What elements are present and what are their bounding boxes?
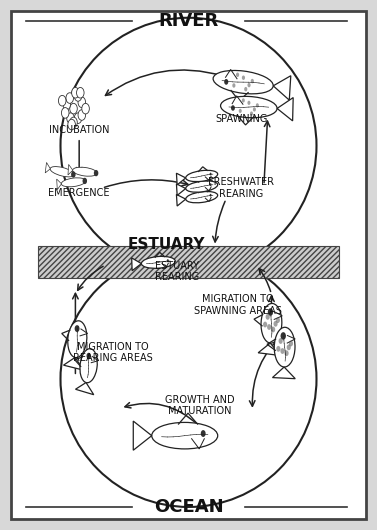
Circle shape	[94, 170, 98, 176]
Polygon shape	[63, 357, 84, 370]
Ellipse shape	[186, 191, 218, 203]
Circle shape	[266, 314, 270, 320]
Circle shape	[78, 110, 86, 120]
Circle shape	[247, 101, 250, 105]
Polygon shape	[273, 367, 295, 379]
Ellipse shape	[221, 96, 277, 118]
Circle shape	[210, 183, 211, 186]
Text: EMERGENCE: EMERGENCE	[48, 189, 110, 198]
Circle shape	[201, 430, 206, 437]
Circle shape	[280, 348, 285, 354]
Text: MIGRATION TO
SPAWNING AREAS: MIGRATION TO SPAWNING AREAS	[193, 294, 282, 315]
Polygon shape	[132, 258, 141, 271]
Circle shape	[239, 109, 242, 113]
Circle shape	[210, 173, 211, 175]
Circle shape	[74, 91, 82, 101]
Circle shape	[242, 98, 245, 102]
Ellipse shape	[141, 257, 175, 268]
Text: FRESHWATER
REARING: FRESHWATER REARING	[208, 178, 274, 199]
Polygon shape	[45, 163, 50, 173]
Circle shape	[287, 344, 291, 350]
Ellipse shape	[80, 349, 97, 383]
Circle shape	[78, 97, 86, 108]
Polygon shape	[176, 173, 186, 185]
Polygon shape	[176, 184, 186, 196]
Circle shape	[263, 322, 267, 328]
Circle shape	[74, 113, 82, 123]
Polygon shape	[176, 195, 186, 206]
Circle shape	[253, 108, 256, 112]
Ellipse shape	[213, 70, 273, 94]
Circle shape	[58, 95, 66, 106]
Ellipse shape	[274, 328, 295, 367]
Polygon shape	[258, 343, 281, 356]
Circle shape	[70, 103, 77, 114]
Circle shape	[285, 350, 289, 356]
Circle shape	[224, 79, 228, 85]
Circle shape	[280, 332, 286, 340]
Circle shape	[279, 338, 283, 344]
Circle shape	[86, 353, 91, 359]
Circle shape	[70, 117, 77, 128]
Text: MIGRATION TO
REARING AREAS: MIGRATION TO REARING AREAS	[73, 342, 153, 363]
Circle shape	[71, 171, 76, 178]
Circle shape	[232, 83, 236, 87]
Ellipse shape	[152, 422, 218, 449]
Circle shape	[267, 324, 271, 330]
Circle shape	[271, 326, 275, 332]
Text: SPAWNING: SPAWNING	[215, 114, 267, 124]
Circle shape	[66, 93, 74, 103]
Circle shape	[63, 99, 70, 110]
Circle shape	[67, 113, 74, 123]
FancyBboxPatch shape	[11, 11, 366, 519]
Polygon shape	[57, 179, 61, 190]
Ellipse shape	[68, 321, 87, 358]
Ellipse shape	[50, 166, 74, 177]
Text: INCUBATION: INCUBATION	[49, 125, 109, 135]
Ellipse shape	[261, 304, 282, 343]
Polygon shape	[273, 76, 291, 100]
Circle shape	[289, 341, 293, 347]
Text: GROWTH AND
MATURATION: GROWTH AND MATURATION	[165, 395, 234, 416]
Circle shape	[167, 259, 169, 262]
Circle shape	[273, 321, 277, 326]
Circle shape	[251, 79, 254, 83]
Polygon shape	[133, 421, 152, 450]
Circle shape	[247, 83, 251, 87]
Circle shape	[68, 119, 75, 130]
Ellipse shape	[73, 167, 97, 176]
Bar	[38, 246, 339, 278]
Circle shape	[268, 308, 273, 316]
Polygon shape	[68, 164, 73, 175]
Circle shape	[231, 105, 235, 111]
Circle shape	[242, 75, 245, 80]
Circle shape	[256, 103, 259, 108]
Circle shape	[210, 194, 211, 197]
Circle shape	[61, 108, 69, 118]
Ellipse shape	[61, 178, 86, 187]
Text: OCEAN: OCEAN	[154, 498, 223, 516]
Circle shape	[236, 73, 239, 77]
Ellipse shape	[186, 181, 218, 192]
Polygon shape	[277, 98, 293, 121]
Circle shape	[82, 103, 89, 114]
Circle shape	[276, 317, 280, 323]
Text: RIVER: RIVER	[158, 12, 219, 30]
Circle shape	[77, 87, 84, 98]
Circle shape	[83, 178, 87, 184]
Circle shape	[276, 346, 280, 352]
Circle shape	[72, 87, 79, 98]
Ellipse shape	[186, 170, 218, 182]
Circle shape	[75, 325, 80, 332]
Text: ESTUARY
REARING: ESTUARY REARING	[155, 261, 199, 282]
Text: ESTUARY: ESTUARY	[127, 237, 205, 252]
Polygon shape	[75, 383, 94, 395]
Circle shape	[250, 111, 253, 116]
Circle shape	[244, 87, 247, 91]
